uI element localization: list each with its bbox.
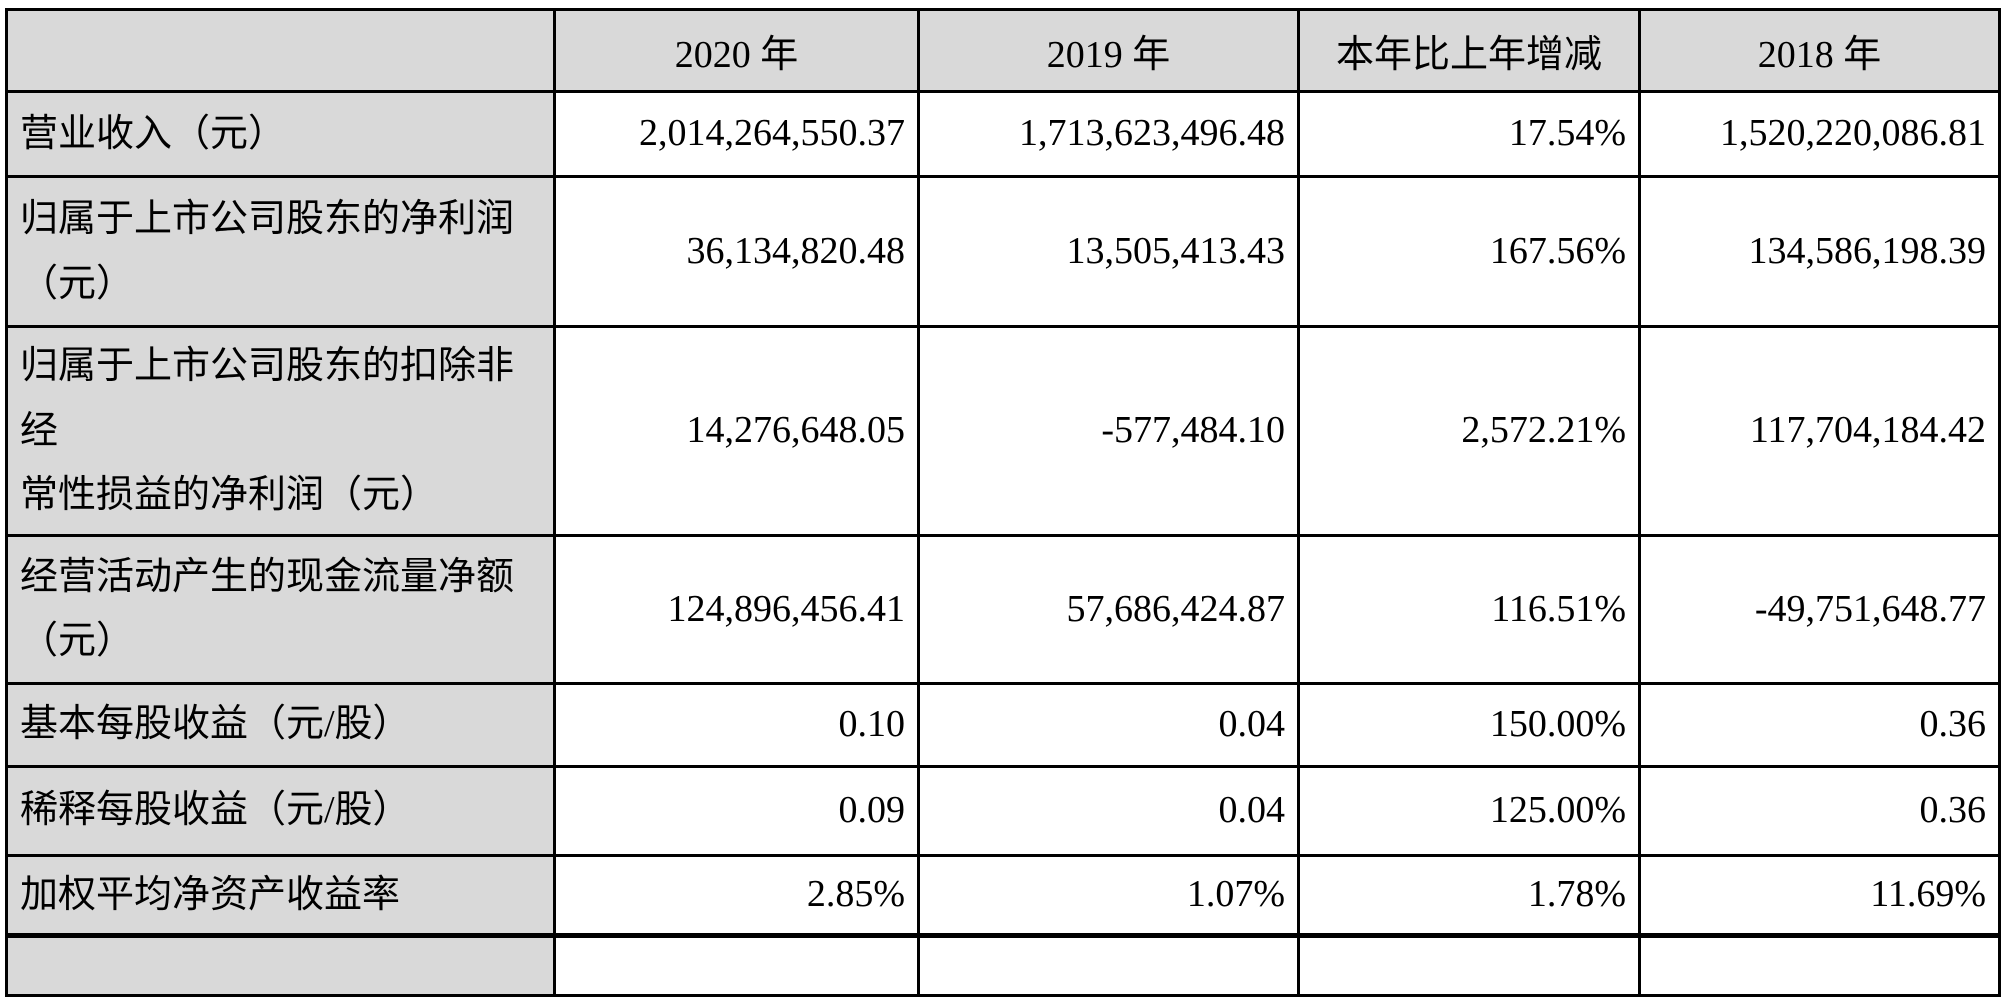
cell-2020: 0.10 <box>553 681 920 768</box>
table-row-weighted-avg-roe: 加权平均净资产收益率 2.85% 1.07% 1.78% 11.69% <box>5 853 2001 939</box>
cell-2019: 57,686,424.87 <box>917 533 1300 685</box>
header-cell-2018: 2018 年 <box>1638 8 2001 93</box>
cell-yoy-change: 167.56% <box>1297 175 1641 328</box>
cell-2019: 13,505,413.43 <box>917 175 1300 328</box>
table-row-partial-cutoff <box>5 934 2001 997</box>
table-row-operating-cash-flow: 经营活动产生的现金流量净额 （元） 124,896,456.41 57,686,… <box>5 533 2001 685</box>
table-row-net-profit-attributable: 归属于上市公司股东的净利润 （元） 36,134,820.48 13,505,4… <box>5 175 2001 328</box>
table-row-operating-revenue: 营业收入（元） 2,014,264,550.37 1,713,623,496.4… <box>5 90 2001 178</box>
cell-yoy-change: 125.00% <box>1297 764 1641 857</box>
cell-2020: 0.09 <box>553 764 920 857</box>
cell-yoy-change <box>1297 934 1641 997</box>
row-label: 营业收入（元） <box>5 90 556 178</box>
cell-2018 <box>1638 934 2001 997</box>
cell-2020: 36,134,820.48 <box>553 175 920 328</box>
cell-2020: 2.85% <box>553 853 920 939</box>
cell-2019: -577,484.10 <box>917 325 1300 537</box>
cell-yoy-change: 17.54% <box>1297 90 1641 178</box>
financial-summary-table: 2020 年 2019 年 本年比上年增减 2018 年 营业收入（元） 2,0… <box>5 8 2001 997</box>
header-cell-2019: 2019 年 <box>917 8 1300 93</box>
cell-2019: 0.04 <box>917 764 1300 857</box>
row-label: 归属于上市公司股东的净利润 （元） <box>5 175 556 328</box>
cell-yoy-change: 2,572.21% <box>1297 325 1641 537</box>
cell-2020: 2,014,264,550.37 <box>553 90 920 178</box>
cell-2018: 0.36 <box>1638 681 2001 768</box>
cell-2019: 1,713,623,496.48 <box>917 90 1300 178</box>
cell-2018: 134,586,198.39 <box>1638 175 2001 328</box>
cell-2019: 1.07% <box>917 853 1300 939</box>
cell-2020 <box>553 934 920 997</box>
header-row: 2020 年 2019 年 本年比上年增减 2018 年 <box>5 8 2001 93</box>
financial-summary-table-container: 2020 年 2019 年 本年比上年增减 2018 年 营业收入（元） 2,0… <box>5 8 2001 997</box>
row-label: 经营活动产生的现金流量净额 （元） <box>5 533 556 685</box>
cell-2019 <box>917 934 1300 997</box>
cell-2018: 117,704,184.42 <box>1638 325 2001 537</box>
row-label: 加权平均净资产收益率 <box>5 853 556 939</box>
row-label: 基本每股收益（元/股） <box>5 681 556 768</box>
cell-yoy-change: 116.51% <box>1297 533 1641 685</box>
cell-2020: 14,276,648.05 <box>553 325 920 537</box>
cell-2018: 1,520,220,086.81 <box>1638 90 2001 178</box>
cell-2019: 0.04 <box>917 681 1300 768</box>
cell-2018: -49,751,648.77 <box>1638 533 2001 685</box>
header-cell-blank <box>5 8 556 93</box>
cell-yoy-change: 150.00% <box>1297 681 1641 768</box>
cell-yoy-change: 1.78% <box>1297 853 1641 939</box>
header-cell-yoy-change: 本年比上年增减 <box>1297 8 1641 93</box>
table-row-net-profit-excl-nonrecurring: 归属于上市公司股东的扣除非经 常性损益的净利润（元） 14,276,648.05… <box>5 325 2001 537</box>
table-row-diluted-eps: 稀释每股收益（元/股） 0.09 0.04 125.00% 0.36 <box>5 764 2001 857</box>
header-cell-2020: 2020 年 <box>553 8 920 93</box>
row-label: 稀释每股收益（元/股） <box>5 764 556 857</box>
table-row-basic-eps: 基本每股收益（元/股） 0.10 0.04 150.00% 0.36 <box>5 681 2001 768</box>
cell-2018: 0.36 <box>1638 764 2001 857</box>
cell-2020: 124,896,456.41 <box>553 533 920 685</box>
row-label <box>5 934 556 997</box>
row-label: 归属于上市公司股东的扣除非经 常性损益的净利润（元） <box>5 325 556 537</box>
cell-2018: 11.69% <box>1638 853 2001 939</box>
